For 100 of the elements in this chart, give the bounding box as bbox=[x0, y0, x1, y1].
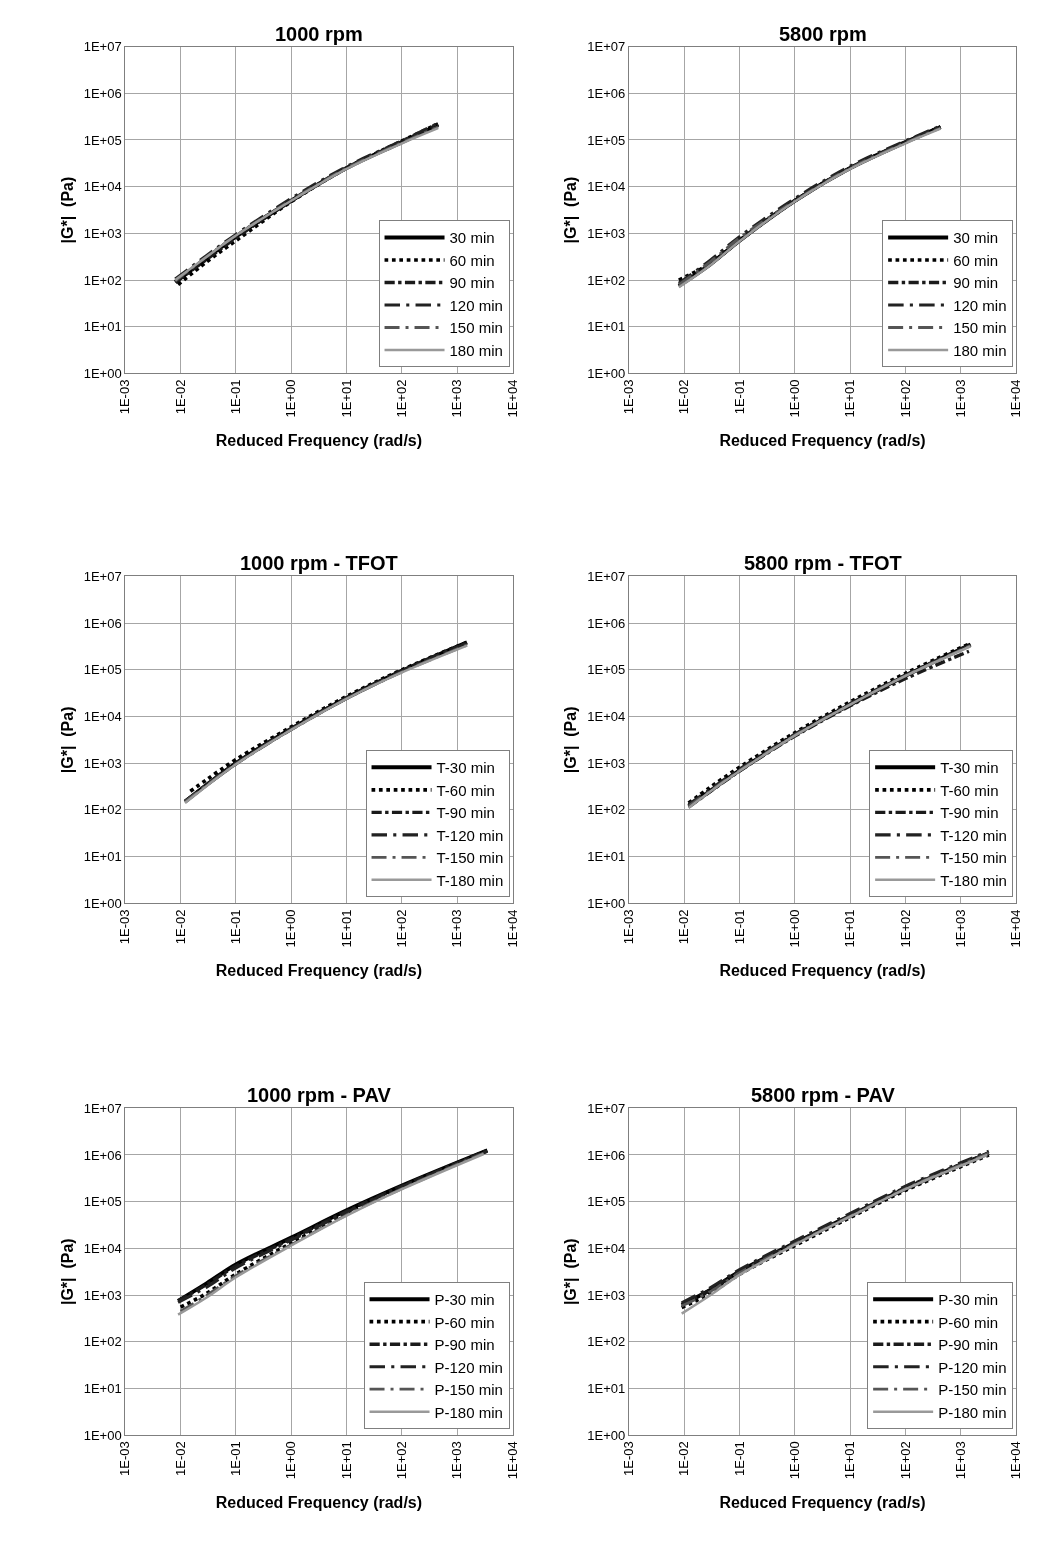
x-tick-label: 1E-02 bbox=[676, 379, 692, 415]
legend-label: 60 min bbox=[449, 251, 495, 269]
x-tick-label: 1E+00 bbox=[283, 379, 299, 418]
y-tick-label: 1E+03 bbox=[587, 1287, 626, 1303]
x-axis-title: Reduced Frequency (rad/s) bbox=[719, 432, 926, 450]
x-tick-label: 1E+03 bbox=[953, 909, 969, 948]
legend-label: P-180 min bbox=[434, 1403, 503, 1421]
legend-label: P-30 min bbox=[434, 1291, 495, 1309]
legend-label: P-60 min bbox=[938, 1313, 999, 1331]
y-tick-label: 1E+06 bbox=[587, 615, 626, 631]
y-tick-label: 1E+02 bbox=[587, 1334, 626, 1350]
x-tick-label: 1E+01 bbox=[338, 1441, 354, 1480]
y-tick-label: 1E+07 bbox=[83, 569, 122, 585]
x-tick-label: 1E+04 bbox=[504, 379, 520, 418]
y-tick-label: 1E+06 bbox=[83, 85, 122, 101]
y-tick-label: 1E+03 bbox=[83, 1287, 122, 1303]
y-tick-label: 1E+00 bbox=[587, 895, 626, 911]
y-axis-title: |G*| (Pa) bbox=[58, 176, 76, 244]
y-tick-label: 1E+07 bbox=[83, 39, 122, 55]
y-tick-label: 1E+05 bbox=[587, 1194, 626, 1210]
x-tick-label: 1E-01 bbox=[228, 909, 244, 945]
x-tick-label: 1E+04 bbox=[1008, 1441, 1024, 1480]
x-tick-label: 1E+04 bbox=[504, 909, 520, 948]
x-axis-title: Reduced Frequency (rad/s) bbox=[215, 432, 423, 450]
x-tick-label: 1E+01 bbox=[338, 909, 354, 948]
x-tick-label: 1E+02 bbox=[897, 1441, 913, 1480]
y-tick-label: 1E+05 bbox=[83, 662, 122, 678]
x-tick-label: 1E-02 bbox=[676, 1441, 692, 1477]
x-tick-label: 1E-02 bbox=[172, 379, 188, 415]
x-tick-label: 1E-01 bbox=[731, 1441, 747, 1477]
y-tick-label: 1E+00 bbox=[587, 365, 626, 381]
x-tick-label: 1E-02 bbox=[172, 909, 188, 945]
legend-label: T-150 min bbox=[940, 849, 1007, 867]
y-tick-label: 1E+00 bbox=[83, 1427, 122, 1443]
y-tick-label: 1E+06 bbox=[83, 1147, 122, 1163]
y-tick-label: 1E+04 bbox=[83, 709, 122, 725]
y-axis-title: |G*| (Pa) bbox=[562, 706, 580, 774]
y-tick-label: 1E+05 bbox=[587, 132, 626, 148]
x-tick-label: 1E+04 bbox=[1008, 379, 1024, 418]
x-tick-label: 1E+03 bbox=[953, 1441, 969, 1480]
y-tick-label: 1E+01 bbox=[587, 849, 626, 865]
y-tick-label: 1E+01 bbox=[83, 319, 122, 335]
x-tick-label: 1E-01 bbox=[228, 379, 244, 415]
x-tick-label: 1E+04 bbox=[1008, 909, 1024, 948]
legend-label: P-150 min bbox=[938, 1381, 1007, 1399]
y-tick-label: 1E+00 bbox=[83, 895, 122, 911]
y-tick-label: 1E+03 bbox=[83, 225, 122, 241]
y-tick-label: 1E+04 bbox=[587, 179, 626, 195]
legend-label: T-150 min bbox=[436, 849, 504, 867]
x-tick-label: 1E+01 bbox=[338, 379, 354, 418]
x-tick-label: 1E+00 bbox=[787, 1441, 803, 1480]
legend-label: T-90 min bbox=[436, 804, 495, 822]
legend-label: 120 min bbox=[449, 296, 503, 314]
chart-title: 1000 rpm bbox=[275, 23, 363, 45]
legend-label: T-30 min bbox=[436, 759, 495, 777]
x-axis-title: Reduced Frequency (rad/s) bbox=[215, 1493, 423, 1511]
y-tick-label: 1E+01 bbox=[587, 1380, 626, 1396]
x-tick-label: 1E-03 bbox=[621, 1441, 637, 1477]
y-axis-title: |G*| (Pa) bbox=[58, 706, 76, 774]
x-tick-label: 1E+02 bbox=[897, 379, 913, 418]
y-tick-label: 1E+07 bbox=[587, 569, 626, 585]
x-tick-label: 1E+04 bbox=[504, 1441, 520, 1480]
legend-label: P-120 min bbox=[938, 1358, 1007, 1376]
x-tick-label: 1E-03 bbox=[621, 379, 637, 415]
y-axis-title: |G*| (Pa) bbox=[562, 176, 580, 244]
legend-label: T-120 min bbox=[940, 826, 1007, 844]
x-tick-label: 1E+02 bbox=[394, 379, 410, 418]
legend-label: P-90 min bbox=[434, 1336, 495, 1354]
y-tick-label: 1E+02 bbox=[83, 1334, 122, 1350]
legend-label: 120 min bbox=[953, 296, 1007, 314]
x-tick-label: 1E+01 bbox=[842, 909, 858, 948]
y-tick-label: 1E+07 bbox=[587, 39, 626, 55]
legend-label: T-60 min bbox=[436, 781, 495, 799]
x-tick-label: 1E-03 bbox=[117, 909, 133, 945]
legend-label: T-60 min bbox=[940, 781, 999, 799]
y-tick-label: 1E+06 bbox=[587, 1147, 626, 1163]
y-tick-label: 1E+03 bbox=[83, 755, 122, 771]
x-tick-label: 1E+00 bbox=[283, 909, 299, 948]
chart-title: 5800 rpm - PAV bbox=[751, 1084, 896, 1106]
x-tick-label: 1E+01 bbox=[842, 1441, 858, 1480]
y-axis-title: |G*| (Pa) bbox=[58, 1238, 76, 1306]
y-tick-label: 1E+04 bbox=[587, 1240, 626, 1256]
y-tick-label: 1E+04 bbox=[587, 709, 626, 725]
chart-title: 5800 rpm - TFOT bbox=[744, 552, 902, 574]
y-tick-label: 1E+00 bbox=[587, 1427, 626, 1443]
y-tick-label: 1E+01 bbox=[587, 319, 626, 335]
legend-label: 90 min bbox=[449, 274, 495, 292]
y-tick-label: 1E+05 bbox=[83, 132, 122, 148]
x-tick-label: 1E-03 bbox=[621, 909, 637, 945]
y-tick-label: 1E+01 bbox=[83, 1380, 122, 1396]
legend-label: T-90 min bbox=[940, 804, 999, 822]
x-tick-label: 1E+00 bbox=[787, 909, 803, 948]
x-tick-label: 1E+01 bbox=[842, 379, 858, 418]
legend-label: P-90 min bbox=[938, 1336, 999, 1354]
legend-label: T-180 min bbox=[940, 871, 1007, 889]
x-axis-title: Reduced Frequency (rad/s) bbox=[719, 1493, 926, 1511]
x-tick-label: 1E+03 bbox=[953, 379, 969, 418]
y-tick-label: 1E+02 bbox=[83, 802, 122, 818]
y-tick-label: 1E+06 bbox=[83, 615, 122, 631]
x-tick-label: 1E+03 bbox=[449, 909, 465, 948]
